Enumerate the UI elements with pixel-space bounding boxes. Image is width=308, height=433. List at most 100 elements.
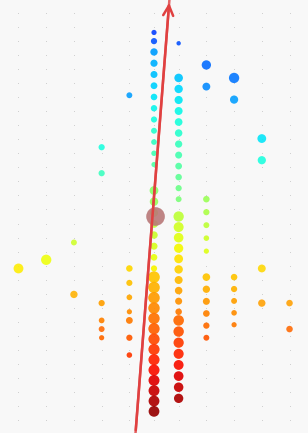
Point (152, 187, 156, 194)
Point (152, 116, 156, 123)
Point (176, 163, 181, 170)
Point (16, 265, 21, 272)
Point (152, 284, 156, 291)
Point (99, 334, 104, 341)
Point (152, 105, 156, 112)
Point (176, 308, 181, 315)
Point (152, 387, 156, 394)
Point (127, 352, 132, 359)
Point (127, 265, 132, 272)
Point (152, 254, 156, 261)
Point (152, 408, 156, 415)
Point (152, 94, 156, 100)
Point (204, 334, 209, 341)
Point (127, 317, 132, 324)
Point (204, 235, 209, 242)
Point (99, 300, 104, 307)
Point (176, 245, 181, 252)
Point (152, 209, 156, 216)
Point (127, 294, 132, 301)
Point (152, 48, 156, 55)
Point (152, 161, 156, 168)
Point (152, 336, 156, 343)
Point (153, 213, 158, 220)
Point (71, 291, 76, 298)
Point (127, 308, 132, 315)
Point (152, 274, 156, 281)
Point (152, 294, 156, 301)
Point (232, 274, 237, 281)
Point (176, 317, 181, 324)
Point (232, 96, 237, 103)
Point (152, 198, 156, 205)
Point (44, 256, 49, 263)
Point (287, 300, 292, 307)
Point (259, 265, 264, 272)
Point (176, 298, 181, 305)
Point (259, 135, 264, 142)
Point (232, 309, 237, 316)
Point (176, 384, 181, 391)
Point (232, 286, 237, 293)
Point (152, 150, 156, 157)
Point (152, 397, 156, 404)
Point (152, 71, 156, 78)
Point (152, 346, 156, 353)
Point (204, 222, 209, 229)
Point (152, 325, 156, 332)
Point (176, 213, 181, 220)
Point (176, 223, 181, 230)
Point (99, 144, 104, 151)
Point (259, 300, 264, 307)
Point (176, 97, 181, 103)
Point (152, 82, 156, 89)
Point (152, 60, 156, 67)
Point (152, 265, 156, 272)
Point (176, 234, 181, 241)
Point (99, 326, 104, 333)
Point (99, 317, 104, 324)
Point (204, 286, 209, 293)
Point (152, 127, 156, 134)
Point (176, 362, 181, 368)
Point (176, 107, 181, 114)
Point (152, 367, 156, 374)
Point (204, 248, 209, 255)
Point (127, 279, 132, 286)
Point (152, 220, 156, 227)
Point (176, 119, 181, 126)
Point (176, 339, 181, 346)
Point (204, 196, 209, 203)
Point (232, 297, 237, 304)
Point (176, 196, 181, 203)
Point (176, 255, 181, 262)
Point (127, 92, 132, 99)
Point (152, 139, 156, 145)
Point (152, 315, 156, 322)
Point (176, 277, 181, 284)
Point (176, 266, 181, 273)
Point (176, 174, 181, 181)
Point (152, 243, 156, 250)
Point (152, 38, 156, 45)
Point (204, 209, 209, 216)
Point (152, 377, 156, 384)
Point (232, 321, 237, 328)
Point (176, 328, 181, 335)
Point (176, 287, 181, 294)
Point (152, 356, 156, 363)
Point (204, 274, 209, 281)
Point (176, 40, 181, 47)
Point (176, 152, 181, 158)
Point (204, 83, 209, 90)
Point (176, 141, 181, 148)
Point (287, 326, 292, 333)
Point (176, 74, 181, 81)
Point (152, 232, 156, 239)
Point (127, 334, 132, 341)
Point (259, 157, 264, 164)
Point (204, 61, 209, 68)
Point (204, 310, 209, 317)
Point (176, 373, 181, 380)
Point (176, 85, 181, 92)
